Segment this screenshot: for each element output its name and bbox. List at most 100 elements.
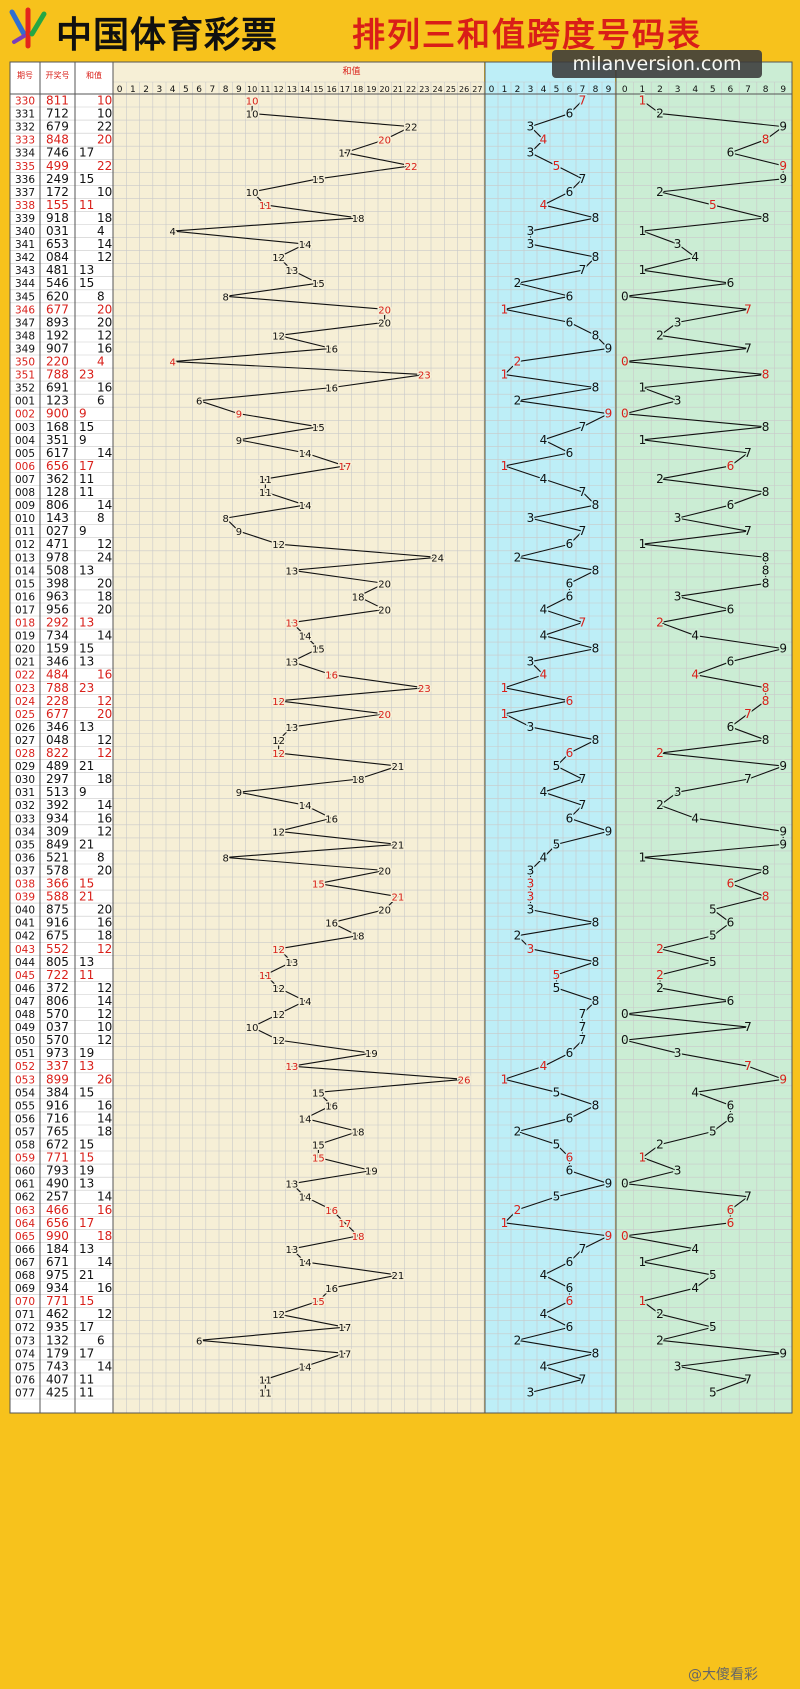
- last-digit-point-label: 5: [709, 903, 717, 917]
- span-point-label: 6: [566, 1151, 574, 1165]
- period-cell: 057: [15, 1126, 35, 1138]
- sum-point-label: 12: [272, 984, 285, 995]
- sum-point-label: 13: [286, 1180, 299, 1191]
- number-cell: 893: [46, 315, 69, 329]
- last-axis-tick: 2: [657, 85, 663, 95]
- period-cell: 039: [15, 892, 35, 904]
- span-point-label: 6: [566, 1320, 574, 1334]
- period-cell: 031: [15, 787, 35, 799]
- last-digit-point-label: 9: [779, 159, 787, 173]
- period-cell: 043: [15, 944, 35, 956]
- number-cell: 677: [46, 302, 69, 316]
- period-cell: 016: [15, 591, 35, 603]
- last-digit-point-label: 1: [639, 1255, 647, 1269]
- sum-point-label: 23: [418, 684, 431, 695]
- sum-cell: 17: [79, 146, 94, 160]
- last-digit-point-label: 7: [744, 524, 752, 538]
- sum-point-label: 20: [378, 579, 391, 590]
- number-cell: 462: [46, 1307, 69, 1321]
- info-columns-bg: [10, 62, 113, 1413]
- last-digit-point-label: 2: [656, 968, 664, 982]
- number-cell: 899: [46, 1072, 69, 1086]
- last-digit-point-label: 0: [621, 407, 629, 421]
- span-point-label: 7: [579, 1242, 587, 1256]
- span-point-label: 2: [514, 1333, 522, 1347]
- sum-cell: 10: [97, 1020, 112, 1034]
- last-digit-point-label: 6: [727, 720, 735, 734]
- number-cell: 849: [46, 837, 69, 851]
- number-cell: 956: [46, 602, 69, 616]
- sum-cell: 14: [97, 1255, 112, 1269]
- span-point-label: 1: [501, 302, 509, 316]
- period-cell: 021: [15, 657, 35, 669]
- number-cell: 384: [46, 1085, 69, 1099]
- sum-cell: 11: [79, 485, 94, 499]
- span-point-label: 8: [592, 1098, 600, 1112]
- sum-cell: 4: [97, 224, 105, 238]
- last-digit-point-label: 2: [656, 1138, 664, 1152]
- last-digit-point-label: 6: [727, 1203, 735, 1217]
- last-digit-point-label: 2: [656, 1333, 664, 1347]
- sum-cell: 19: [79, 1046, 94, 1060]
- sum-cell: 26: [97, 1072, 112, 1086]
- sum-point-label: 4: [169, 227, 175, 238]
- span-axis-tick: 9: [606, 85, 612, 95]
- last-digit-point-label: 2: [656, 107, 664, 121]
- sum-point-label: 16: [325, 344, 338, 355]
- brand-name: 中国体育彩票: [56, 15, 279, 56]
- last-axis-tick: 6: [728, 85, 734, 95]
- last-digit-point-label: 9: [779, 1072, 787, 1086]
- sum-point-label: 9: [236, 527, 242, 538]
- span-point-label: 7: [579, 616, 587, 630]
- last-digit-point-label: 7: [744, 446, 752, 460]
- last-digit-point-label: 6: [727, 1216, 735, 1230]
- number-cell: 471: [46, 537, 69, 551]
- sum-axis-tick: 3: [157, 85, 163, 95]
- number-cell: 297: [46, 772, 69, 786]
- sum-point-label: 15: [312, 1141, 325, 1152]
- last-digit-point-label: 3: [674, 785, 682, 799]
- span-axis-tick: 4: [541, 85, 547, 95]
- sum-axis-tick: 20: [380, 85, 390, 94]
- sum-axis-tick: 13: [287, 85, 297, 94]
- span-point-label: 7: [579, 798, 587, 812]
- sum-axis-tick: 6: [196, 85, 202, 95]
- sum-point-label: 19: [365, 1049, 378, 1060]
- sum-point-label: 16: [325, 1206, 338, 1217]
- span-point-label: 4: [540, 602, 548, 616]
- period-cell: 351: [15, 370, 35, 382]
- span-axis-tick: 3: [528, 85, 534, 95]
- period-cell: 008: [15, 487, 35, 499]
- period-cell: 028: [15, 748, 35, 760]
- last-digit-point-label: 4: [691, 1242, 699, 1256]
- last-digit-point-label: 6: [727, 146, 735, 160]
- sum-axis-tick: 4: [170, 85, 176, 95]
- sum-cell: 8: [97, 511, 105, 525]
- period-header: 期号: [17, 71, 33, 80]
- sum-cell: 9: [79, 433, 87, 447]
- span-point-label: 8: [592, 733, 600, 747]
- sum-cell: 18: [97, 589, 112, 603]
- last-digit-point-label: 6: [727, 877, 735, 891]
- period-cell: 056: [15, 1113, 35, 1125]
- last-digit-point-label: 4: [691, 1281, 699, 1295]
- sum-point-label: 20: [378, 318, 391, 329]
- span-point-label: 3: [527, 890, 535, 904]
- period-cell: 334: [15, 148, 35, 160]
- last-digit-point-label: 2: [656, 942, 664, 956]
- span-point-label: 2: [514, 1124, 522, 1138]
- last-digit-point-label: 6: [727, 655, 735, 669]
- period-cell: 058: [15, 1140, 35, 1152]
- sum-point-label: 13: [286, 958, 299, 969]
- period-cell: 069: [15, 1283, 35, 1295]
- sum-point-label: 12: [272, 749, 285, 760]
- sum-cell: 20: [97, 133, 112, 147]
- last-digit-point-label: 3: [674, 394, 682, 408]
- sum-point-label: 20: [378, 136, 391, 147]
- last-digit-point-label: 2: [656, 981, 664, 995]
- period-cell: 034: [15, 826, 35, 838]
- period-cell: 044: [15, 957, 35, 969]
- period-cell: 054: [15, 1087, 35, 1099]
- number-cell: 963: [46, 589, 69, 603]
- number-cell: 366: [46, 877, 69, 891]
